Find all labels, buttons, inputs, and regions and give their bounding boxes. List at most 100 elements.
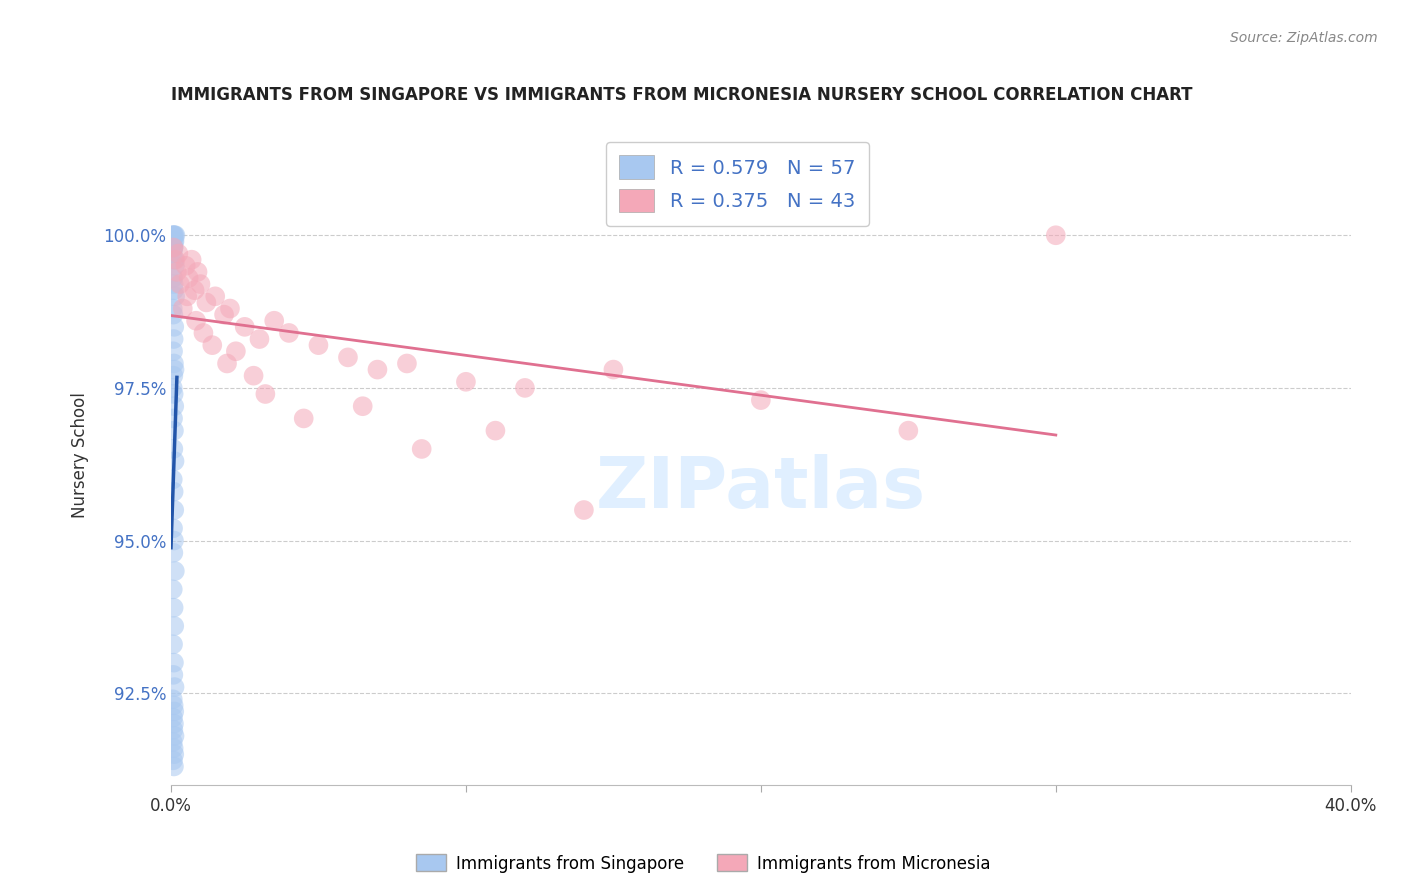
Point: [166, 265, 188, 279]
Point: [162, 271, 184, 285]
Point: [263, 314, 285, 328]
Point: [165, 228, 187, 243]
Point: [162, 723, 184, 737]
Y-axis label: Nursery School: Nursery School: [72, 392, 89, 518]
Legend: R = 0.579   N = 57, R = 0.375   N = 43: R = 0.579 N = 57, R = 0.375 N = 43: [606, 142, 869, 226]
Point: [193, 326, 215, 340]
Point: [897, 424, 920, 438]
Point: [233, 319, 256, 334]
Point: [162, 411, 184, 425]
Point: [278, 326, 301, 340]
Point: [163, 387, 186, 401]
Point: [163, 332, 186, 346]
Point: [167, 246, 190, 260]
Point: [219, 301, 242, 316]
Point: [165, 289, 187, 303]
Text: IMMIGRANTS FROM SINGAPORE VS IMMIGRANTS FROM MICRONESIA NURSERY SCHOOL CORRELATI: IMMIGRANTS FROM SINGAPORE VS IMMIGRANTS …: [172, 87, 1192, 104]
Point: [242, 368, 264, 383]
Point: [308, 338, 330, 352]
Point: [162, 240, 184, 254]
Point: [162, 381, 184, 395]
Point: [162, 228, 184, 243]
Legend: Immigrants from Singapore, Immigrants from Micronesia: Immigrants from Singapore, Immigrants fr…: [409, 847, 997, 880]
Point: [163, 283, 186, 297]
Point: [163, 716, 186, 731]
Point: [163, 319, 186, 334]
Point: [163, 503, 186, 517]
Point: [162, 546, 184, 560]
Point: [163, 533, 186, 548]
Point: [162, 301, 184, 316]
Point: [162, 692, 184, 706]
Point: [572, 503, 595, 517]
Point: [162, 368, 184, 383]
Point: [162, 228, 184, 243]
Point: [162, 710, 184, 724]
Point: [174, 259, 197, 273]
Point: [513, 381, 536, 395]
Point: [163, 228, 186, 243]
Point: [201, 338, 224, 352]
Point: [225, 344, 247, 359]
Point: [184, 314, 207, 328]
Point: [366, 362, 388, 376]
Point: [162, 240, 184, 254]
Point: [162, 735, 184, 749]
Point: [163, 399, 186, 413]
Point: [162, 582, 184, 597]
Point: [163, 277, 186, 292]
Point: [602, 362, 624, 376]
Point: [195, 295, 218, 310]
Point: [162, 344, 184, 359]
Point: [180, 252, 202, 267]
Point: [163, 729, 186, 743]
Point: [163, 741, 186, 756]
Point: [163, 356, 186, 370]
Point: [212, 308, 235, 322]
Point: [254, 387, 277, 401]
Point: [215, 356, 238, 370]
Point: [163, 680, 186, 694]
Point: [163, 454, 186, 468]
Point: [172, 301, 194, 316]
Point: [336, 351, 359, 365]
Text: Source: ZipAtlas.com: Source: ZipAtlas.com: [1230, 31, 1378, 45]
Point: [163, 600, 186, 615]
Point: [165, 252, 187, 267]
Point: [162, 521, 184, 535]
Point: [162, 246, 184, 260]
Point: [176, 289, 198, 303]
Point: [249, 332, 271, 346]
Point: [163, 747, 186, 762]
Point: [163, 362, 186, 376]
Point: [163, 235, 186, 249]
Text: ZIPatlas: ZIPatlas: [596, 453, 927, 523]
Point: [1045, 228, 1067, 243]
Point: [162, 753, 184, 767]
Point: [352, 399, 374, 413]
Point: [190, 277, 212, 292]
Point: [162, 473, 184, 487]
Point: [162, 668, 184, 682]
Point: [162, 442, 184, 456]
Point: [163, 484, 186, 499]
Point: [183, 283, 205, 297]
Point: [163, 228, 186, 243]
Point: [177, 271, 200, 285]
Point: [186, 265, 208, 279]
Point: [484, 424, 506, 438]
Point: [292, 411, 315, 425]
Point: [169, 277, 191, 292]
Point: [163, 564, 186, 578]
Point: [163, 235, 186, 249]
Point: [163, 240, 186, 254]
Point: [411, 442, 433, 456]
Point: [454, 375, 477, 389]
Point: [163, 424, 186, 438]
Point: [204, 289, 226, 303]
Point: [163, 252, 186, 267]
Point: [163, 698, 186, 713]
Point: [749, 393, 772, 408]
Point: [162, 308, 184, 322]
Point: [163, 259, 186, 273]
